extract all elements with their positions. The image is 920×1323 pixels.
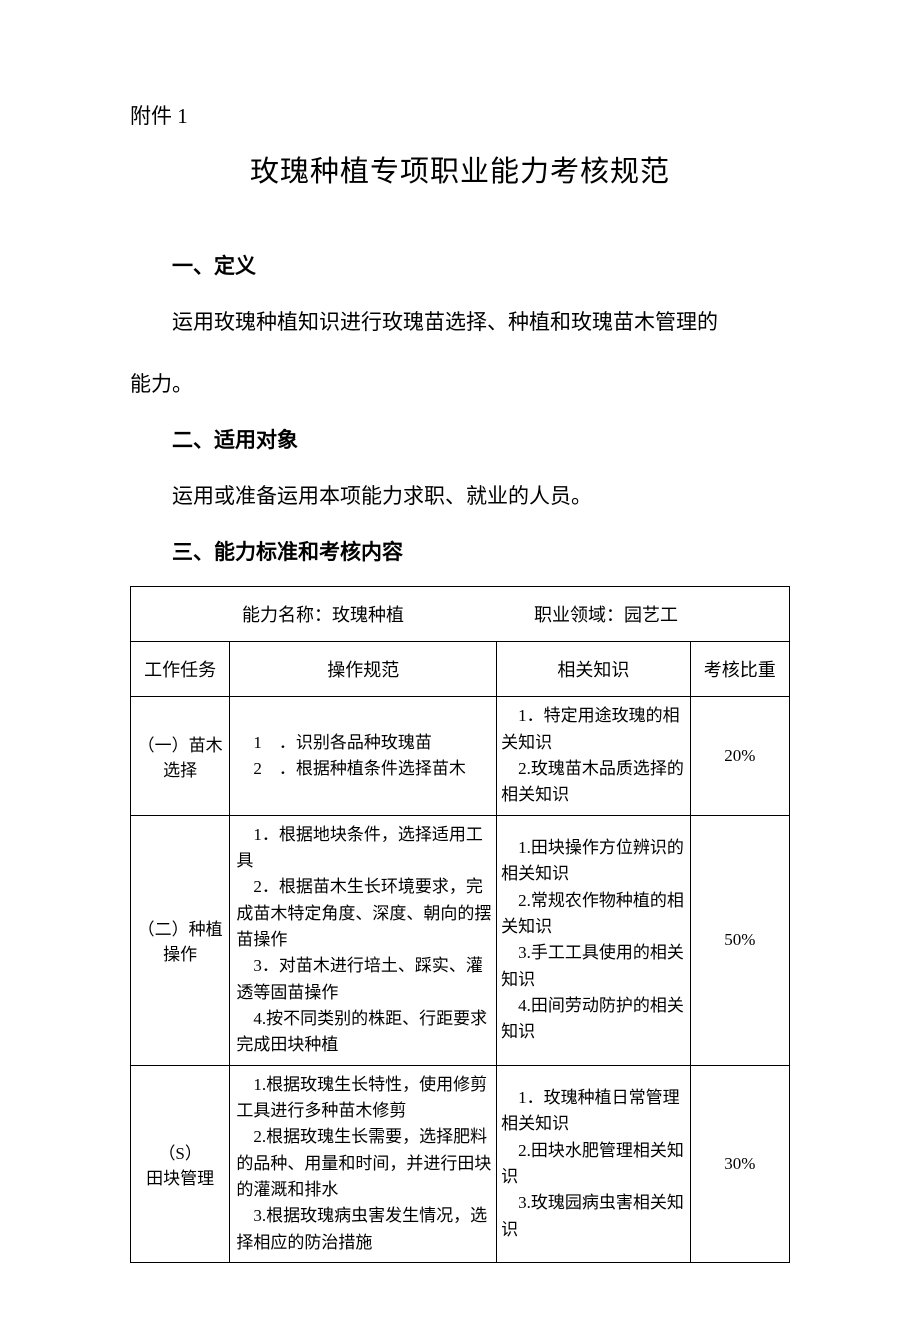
section-3-heading: 三、能力标准和考核内容 [172,536,790,566]
cell-ops: 1 ．识别各品种玫瑰苗 2 ．根据种植条件选择苗木 [230,697,497,815]
cell-weight: 50% [690,815,789,1065]
cell-knowledge: 1．玫瑰种植日常管理相关知识 2.田块水肥管理相关知识 3.玫瑰园病虫害相关知识 [497,1065,691,1262]
section-1-body-line-a: 运用玫瑰种植知识进行玫瑰苗选择、种植和玫瑰苗木管理的 [130,300,790,344]
col-header-weight: 考核比重 [690,642,789,697]
attachment-label: 附件 1 [130,100,790,130]
col-header-knowledge: 相关知识 [497,642,691,697]
cell-weight: 20% [690,697,789,815]
cell-task: （二）种植操作 [131,815,230,1065]
cell-knowledge: 1．特定用途玫瑰的相关知识 2.玫瑰苗木品质选择的相关知识 [497,697,691,815]
cell-weight: 30% [690,1065,789,1262]
main-title: 玫瑰种植专项职业能力考核规范 [130,148,790,190]
section-1-heading: 一、定义 [172,250,790,280]
table-row: （一）苗木选择 1 ．识别各品种玫瑰苗 2 ．根据种植条件选择苗木 1．特定用途… [131,697,790,815]
table-title-left: 能力名称：玫瑰种植 [242,601,404,627]
section-2-body: 运用或准备运用本项能力求职、就业的人员。 [130,474,790,518]
cell-knowledge: 1.田块操作方位辨识的相关知识 2.常规农作物种植的相关知识 3.手工工具使用的… [497,815,691,1065]
table-header-row: 工作任务 操作规范 相关知识 考核比重 [131,642,790,697]
cell-task: （一）苗木选择 [131,697,230,815]
cell-task: （S）田块管理 [131,1065,230,1262]
standards-table: 能力名称：玫瑰种植 职业领域：园艺工 工作任务 操作规范 相关知识 考核比重 （… [130,586,790,1263]
cell-ops: 1.根据玫瑰生长特性，使用修剪工具进行多种苗木修剪 2.根据玫瑰生长需要，选择肥… [230,1065,497,1262]
table-row: （S）田块管理 1.根据玫瑰生长特性，使用修剪工具进行多种苗木修剪 2.根据玫瑰… [131,1065,790,1262]
col-header-ops: 操作规范 [230,642,497,697]
col-header-task: 工作任务 [131,642,230,697]
section-2-heading: 二、适用对象 [172,424,790,454]
section-1-body-line-b: 能力。 [130,362,790,406]
cell-ops: 1．根据地块条件，选择适用工具 2．根据苗木生长环境要求，完成苗木特定角度、深度… [230,815,497,1065]
table-row: （二）种植操作 1．根据地块条件，选择适用工具 2．根据苗木生长环境要求，完成苗… [131,815,790,1065]
table-title-row: 能力名称：玫瑰种植 职业领域：园艺工 [131,587,790,642]
table-title-right: 职业领域：园艺工 [534,601,678,627]
